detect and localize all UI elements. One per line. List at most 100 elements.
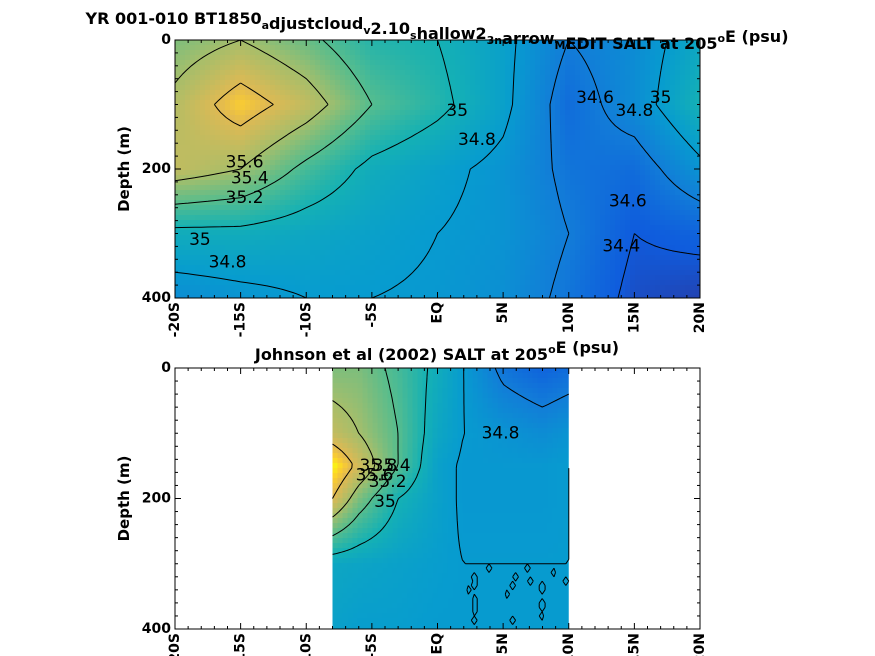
heatmap-cell [605, 240, 611, 246]
heatmap-cell [220, 115, 226, 121]
heatmap-cell [200, 140, 206, 146]
heatmap-cell [335, 95, 341, 101]
heatmap-cell [420, 245, 426, 251]
heatmap-cell [635, 185, 641, 191]
heatmap-cell [295, 135, 301, 141]
heatmap-cell [440, 110, 446, 116]
heatmap-cell [300, 145, 306, 151]
heatmap-cell [385, 165, 391, 171]
heatmap-cell [265, 195, 271, 201]
heatmap-cell [420, 180, 426, 186]
heatmap-cell [405, 265, 411, 271]
heatmap-cell [235, 225, 241, 231]
heatmap-cell [390, 180, 396, 186]
heatmap-cell [300, 235, 306, 241]
heatmap-cell [480, 235, 486, 241]
heatmap-cell [515, 160, 521, 166]
heatmap-cell [555, 110, 561, 116]
heatmap-cell [290, 195, 296, 201]
heatmap-cell [310, 265, 316, 271]
heatmap-cell [490, 90, 496, 96]
heatmap-cell [350, 210, 356, 216]
heatmap-cell [610, 190, 616, 196]
heatmap-cell [520, 265, 526, 271]
heatmap-cell [230, 115, 236, 121]
heatmap-cell [570, 180, 576, 186]
heatmap-cell [360, 50, 366, 56]
heatmap-cell [525, 200, 531, 206]
heatmap-cell [360, 165, 366, 171]
heatmap-cell [640, 255, 646, 261]
heatmap-cell [220, 200, 226, 206]
heatmap-cell [680, 110, 686, 116]
heatmap-cell [340, 120, 346, 126]
heatmap-cell [325, 140, 331, 146]
heatmap-cell [560, 135, 566, 141]
heatmap-cell [545, 180, 551, 186]
heatmap-cell [365, 165, 371, 171]
heatmap-cell [610, 40, 616, 46]
heatmap-cell [215, 175, 221, 181]
heatmap-cell [445, 45, 451, 51]
heatmap-cell [225, 180, 231, 186]
heatmap-cell [575, 200, 581, 206]
heatmap-cell [195, 125, 201, 131]
heatmap-cell [245, 50, 251, 56]
heatmap-cell [525, 160, 531, 166]
heatmap-cell [630, 190, 636, 196]
heatmap-cell [385, 220, 391, 226]
heatmap-cell [335, 140, 341, 146]
heatmap-cell [475, 75, 481, 81]
heatmap-cell [230, 140, 236, 146]
heatmap-cell [595, 245, 601, 251]
heatmap-cell [300, 210, 306, 216]
heatmap-cell [655, 270, 661, 276]
heatmap-cell [625, 185, 631, 191]
heatmap-cell [600, 135, 606, 141]
heatmap-cell [290, 105, 296, 111]
heatmap-cell [175, 250, 181, 256]
heatmap-cell [355, 265, 361, 271]
heatmap-cell [450, 115, 456, 121]
heatmap-cell [335, 80, 341, 86]
heatmap-cell [270, 140, 276, 146]
heatmap-cell [515, 180, 521, 186]
heatmap-cell [465, 145, 471, 151]
heatmap-cell [695, 110, 700, 116]
heatmap-cell [425, 65, 431, 71]
heatmap-cell [315, 160, 321, 166]
heatmap-cell [390, 200, 396, 206]
heatmap-cell [355, 235, 361, 241]
heatmap-cell [530, 135, 536, 141]
heatmap-cell [435, 175, 441, 181]
heatmap-cell [180, 85, 186, 91]
heatmap-cell [310, 180, 316, 186]
heatmap-cell [370, 40, 376, 46]
heatmap-cell [600, 160, 606, 166]
heatmap-cell [410, 105, 416, 111]
heatmap-cell [420, 255, 426, 261]
heatmap-cell [400, 115, 406, 121]
heatmap-cell [630, 50, 636, 56]
heatmap-cell [185, 160, 191, 166]
heatmap-cell [690, 235, 696, 241]
heatmap-cell [375, 185, 381, 191]
heatmap-cell [255, 75, 261, 81]
heatmap-cell [305, 95, 311, 101]
heatmap-cell [365, 160, 371, 166]
heatmap-cell [475, 230, 481, 236]
heatmap-cell [415, 245, 421, 251]
heatmap-cell [520, 40, 526, 46]
heatmap-cell [655, 210, 661, 216]
heatmap-cell [215, 125, 221, 131]
heatmap-cell [630, 135, 636, 141]
heatmap-cell [420, 250, 426, 256]
heatmap-cell [325, 170, 331, 176]
heatmap-cell [535, 115, 541, 121]
heatmap-cell [500, 230, 506, 236]
heatmap-cell [260, 185, 266, 191]
heatmap-cell [430, 90, 436, 96]
heatmap-cell [355, 90, 361, 96]
heatmap-cell [415, 205, 421, 211]
heatmap-cell [255, 230, 261, 236]
